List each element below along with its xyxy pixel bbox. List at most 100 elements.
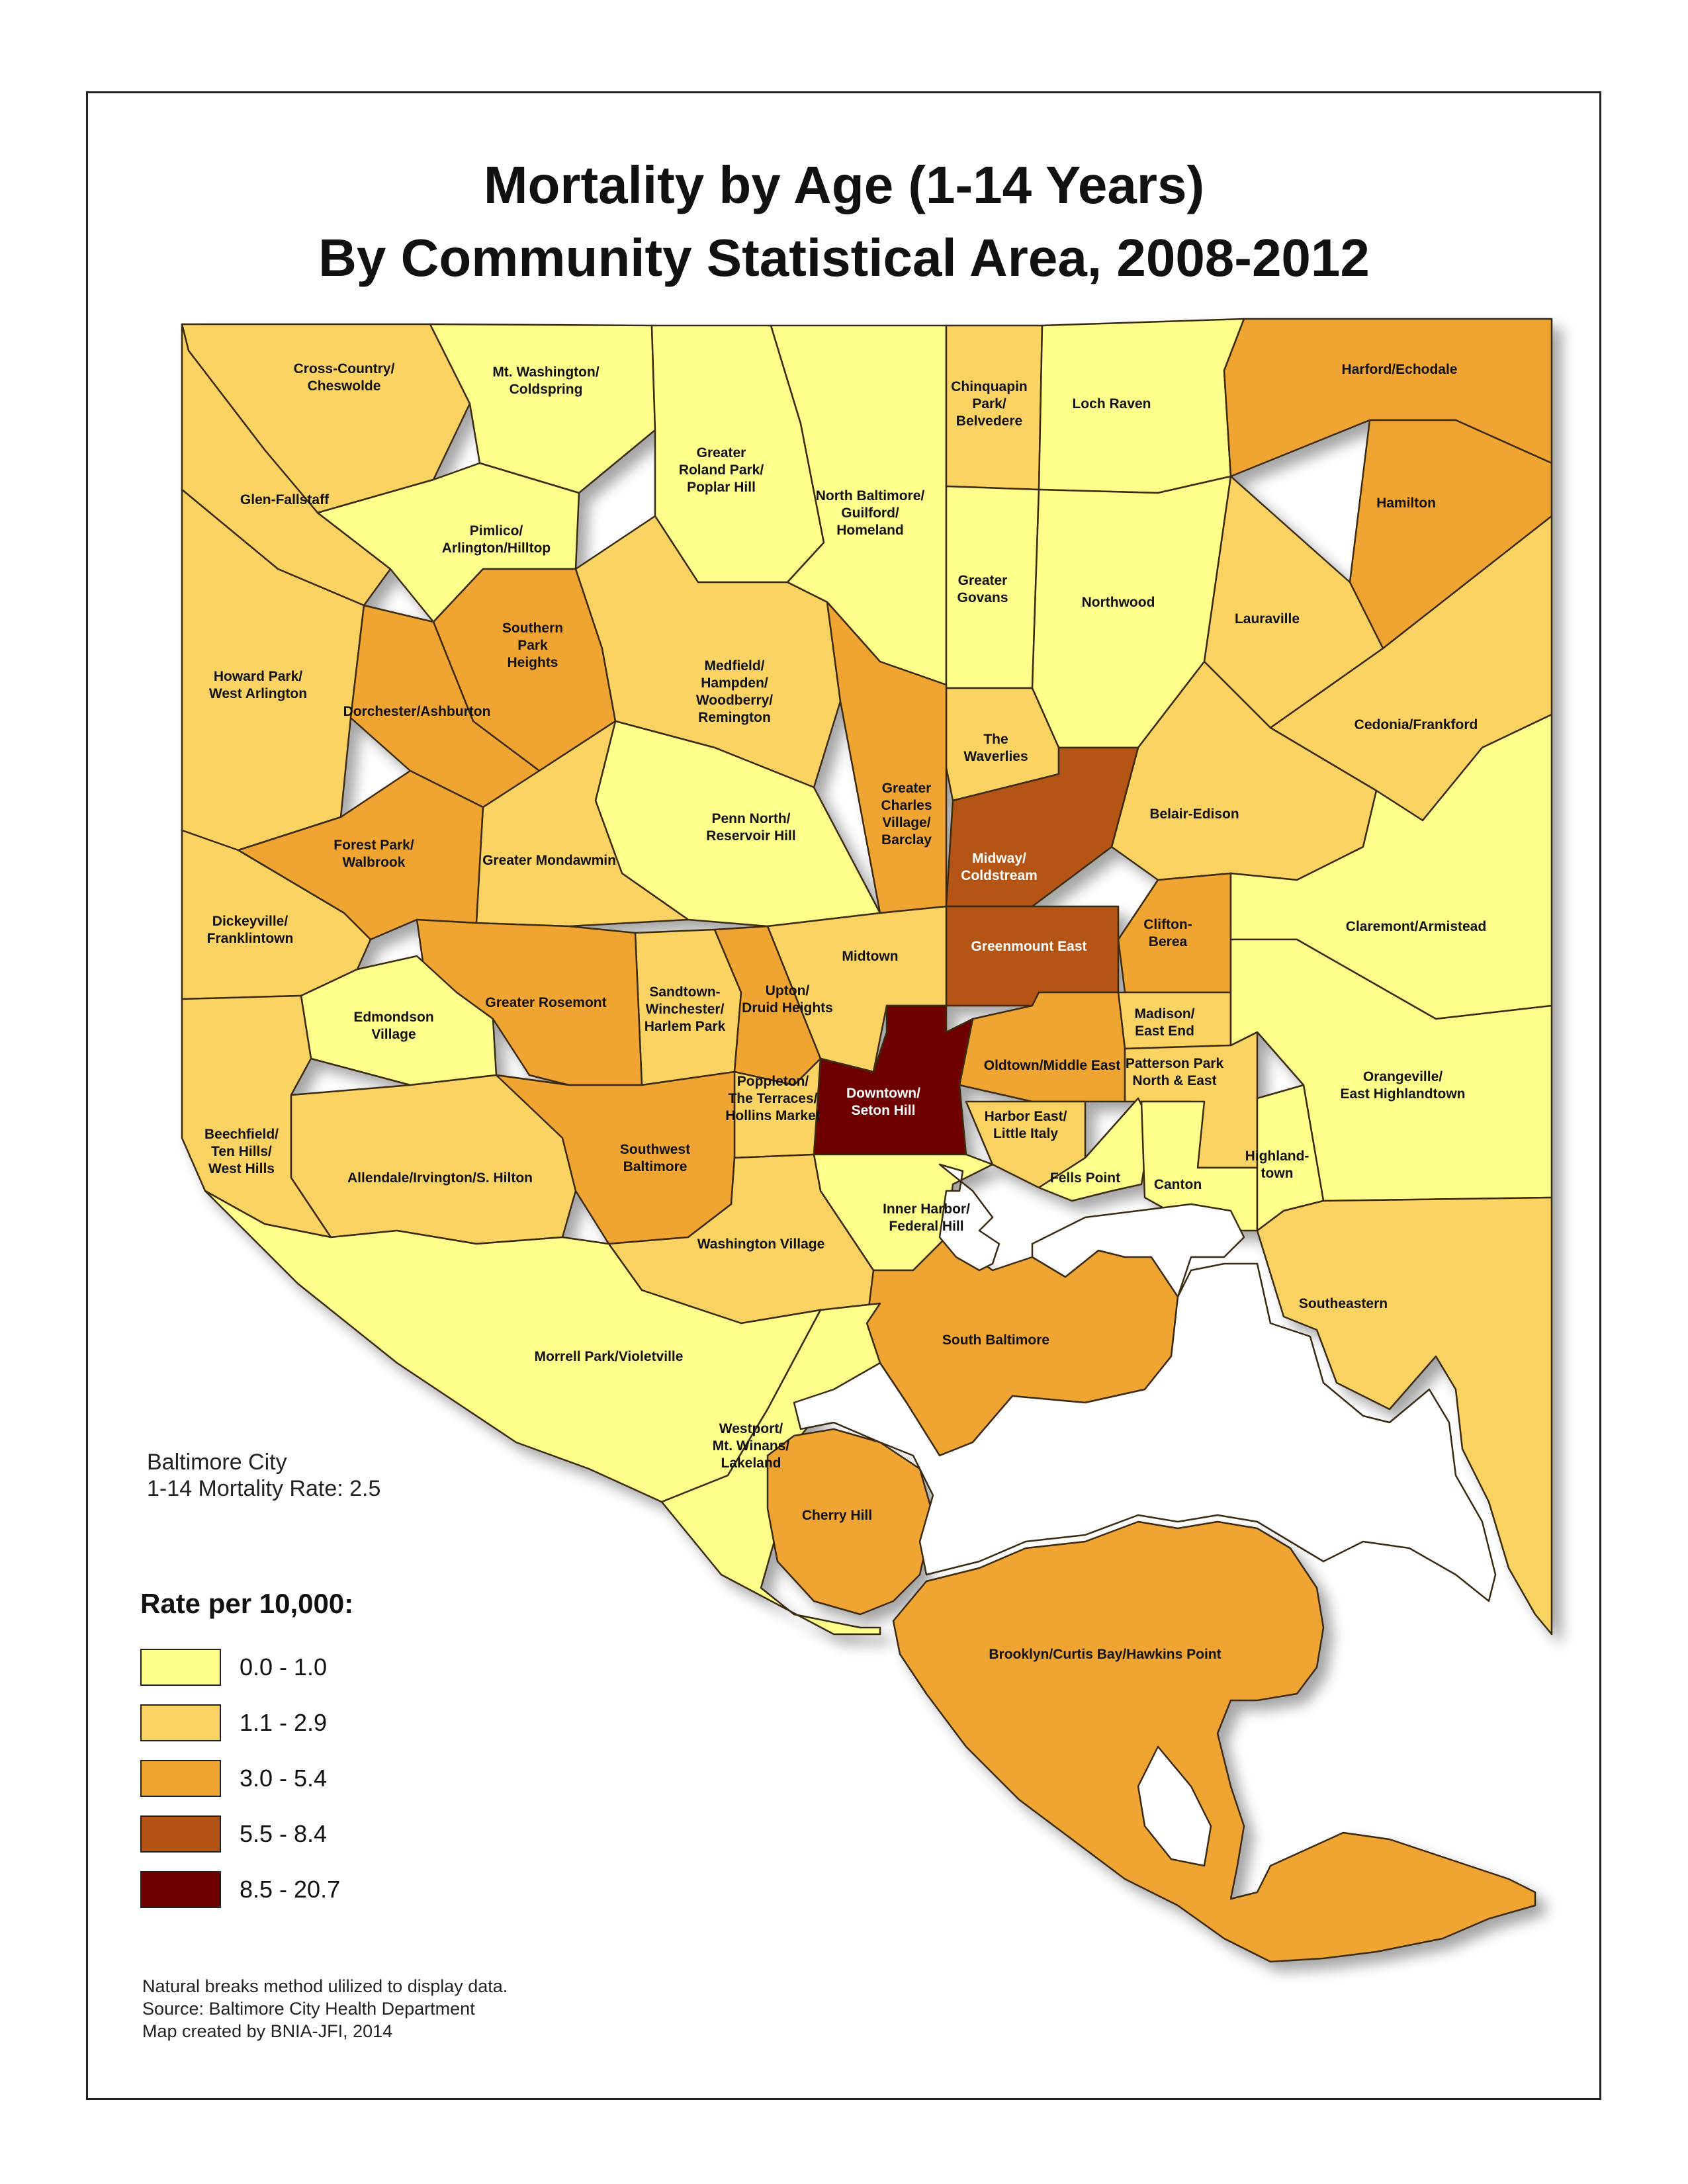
area-label-line: Highland- xyxy=(1245,1149,1310,1164)
area-label-allendale: Allendale/Irvington/S. Hilton xyxy=(347,1170,533,1186)
area-label-inner-harbor: Inner Harbor/Federal Hill xyxy=(883,1201,970,1234)
area-label-line: Charles xyxy=(881,798,932,813)
source-notes: Natural breaks method ulilized to displa… xyxy=(142,1975,508,2042)
area-label-loch-raven: Loch Raven xyxy=(1072,396,1151,412)
area-label-highlandtown: Highland-town xyxy=(1245,1149,1310,1181)
notes-line-1: Natural breaks method ulilized to displa… xyxy=(142,1976,508,1996)
area-label-line: Poppleton/ xyxy=(737,1074,809,1089)
area-label-line: Cheswolde xyxy=(308,378,381,394)
area-label-forest-park: Forest Park/Walbrook xyxy=(333,838,414,870)
area-label-fells-point: Fells Point xyxy=(1050,1170,1120,1186)
legend-item-class-3: 3.0 - 5.4 xyxy=(140,1759,327,1798)
area-label-line: Federal Hill xyxy=(889,1219,963,1234)
area-label-line: West Arlington xyxy=(209,686,307,701)
area-label-line: Harlem Park xyxy=(644,1019,726,1034)
area-label-line: Oldtown/Middle East xyxy=(984,1058,1121,1073)
area-label-line: Greater xyxy=(882,781,932,796)
legend-label: 3.0 - 5.4 xyxy=(240,1765,328,1792)
area-label-mondawmin: Greater Mondawmin xyxy=(482,853,616,868)
area-label-line: Chinquapin xyxy=(951,379,1027,394)
area-label-line: Reservoir Hill xyxy=(706,828,795,844)
area-label-line: West Hills xyxy=(208,1161,275,1176)
area-label-southwest: Southwest Baltimore xyxy=(620,1142,690,1174)
area-label-line: Mt. Winans/ xyxy=(713,1438,790,1454)
city-note-line-1: Baltimore City xyxy=(147,1450,287,1475)
area-label-rosemont: Greater Rosemont xyxy=(485,995,606,1010)
area-label-hamilton: Hamilton xyxy=(1376,496,1436,511)
area-label-glen-fallstaff: Glen-Fallstaff xyxy=(240,492,330,507)
area-label-greater-govans: Greater Govans xyxy=(957,573,1008,605)
area-label-line: Park/ xyxy=(972,396,1006,412)
area-label-line: Seton Hill xyxy=(852,1103,916,1118)
area-label-greenmount: Greenmount East xyxy=(971,939,1087,954)
area-label-patterson: Patterson Park North & East xyxy=(1126,1056,1224,1088)
area-label-line: Midtown xyxy=(842,949,898,964)
area-label-line: Baltimore xyxy=(623,1159,688,1174)
area-label-line: Southwest xyxy=(620,1142,690,1157)
area-label-line: Dickeyville/ xyxy=(212,914,289,929)
area-label-line: Northwood xyxy=(1082,595,1155,610)
area-label-dorchester: Dorchester/Ashburton xyxy=(343,704,491,719)
area-label-madison: Madison/East End xyxy=(1134,1006,1194,1039)
area-brooklyn xyxy=(892,1520,1536,1963)
area-label-line: Cherry Hill xyxy=(802,1508,872,1523)
area-southeastern xyxy=(1256,1196,1553,1636)
area-label-sandtown: Sandtown- Winchester/Harlem Park xyxy=(644,984,726,1034)
area-label-line: Village/ xyxy=(882,815,930,830)
area-label-line: Clifton- xyxy=(1143,917,1192,932)
area-label-cross-country: Cross-Country/Cheswolde xyxy=(294,361,395,394)
area-label-line: Belvedere xyxy=(956,414,1022,429)
water-body xyxy=(1137,1745,1212,1867)
legend-title: Rate per 10,000: xyxy=(140,1588,354,1619)
area-label-line: Remington xyxy=(698,710,771,725)
area-label-line: East Highlandtown xyxy=(1341,1086,1466,1102)
area-label-line: Beechfield/ xyxy=(204,1127,279,1142)
area-label-claremont: Claremont/Armistead xyxy=(1346,919,1486,934)
area-label-line: Brooklyn/Curtis Bay/Hawkins Point xyxy=(989,1647,1221,1662)
area-label-line: North Baltimore/ xyxy=(816,488,925,503)
area-label-downtown: Downtown/Seton Hill xyxy=(846,1086,920,1118)
area-label-line: Cedonia/Frankford xyxy=(1355,717,1478,732)
area-label-line: Roland Park/ xyxy=(679,462,764,478)
area-label-edmondson: Edmondson Village xyxy=(353,1010,433,1042)
area-label-roland-park: Greater Roland Park/Poplar Hill xyxy=(679,445,764,495)
area-label-line: Upton/ xyxy=(766,983,810,998)
area-label-south-baltimore: South Baltimore xyxy=(942,1332,1049,1348)
area-label-washington-village: Washington Village xyxy=(697,1237,825,1252)
area-label-line: Winchester/ xyxy=(646,1002,725,1017)
area-label-howard-park: Howard Park/West Arlington xyxy=(209,669,307,701)
legend-item-class-1: 0.0 - 1.0 xyxy=(140,1647,327,1687)
area-oldtown xyxy=(958,991,1126,1103)
area-label-line: Hampden/ xyxy=(701,676,768,691)
area-label-line: Harbor East/ xyxy=(985,1109,1067,1124)
area-label-canton: Canton xyxy=(1154,1177,1202,1192)
area-label-penn-north: Penn North/Reservoir Hill xyxy=(706,811,795,844)
area-label-oldtown: Oldtown/Middle East xyxy=(984,1058,1121,1073)
area-label-line: Arlington/Hilltop xyxy=(442,541,551,556)
area-label-line: Morrell Park/Violetville xyxy=(535,1349,684,1364)
water-body xyxy=(1031,1203,1245,1298)
area-label-line: Heights xyxy=(507,655,558,670)
area-label-line: Govans xyxy=(957,590,1008,605)
area-label-southeastern: Southeastern xyxy=(1299,1296,1388,1311)
area-label-pimlico: Pimlico/Arlington/Hilltop xyxy=(442,523,551,556)
area-label-line: Greater Rosemont xyxy=(485,995,606,1010)
area-label-line: Guilford/ xyxy=(841,505,899,521)
area-label-line: Allendale/Irvington/S. Hilton xyxy=(347,1170,533,1186)
area-label-line: Loch Raven xyxy=(1072,396,1151,412)
area-label-line: Sandtown- xyxy=(649,984,720,1000)
area-label-line: Franklintown xyxy=(207,931,294,946)
legend-label: 1.1 - 2.9 xyxy=(240,1709,328,1736)
area-label-line: Inner Harbor/ xyxy=(883,1201,970,1217)
title-line-1: Mortality by Age (1-14 Years) xyxy=(483,155,1205,214)
legend-swatch xyxy=(140,1704,221,1741)
area-label-line: Homeland xyxy=(836,523,904,538)
area-label-line: Walbrook xyxy=(343,855,406,870)
area-label-midway: Midway/Coldstream xyxy=(961,851,1038,883)
area-label-brooklyn: Brooklyn/Curtis Bay/Hawkins Point xyxy=(989,1647,1221,1662)
area-label-line: Cross-Country/ xyxy=(294,361,395,376)
area-label-morrell-park: Morrell Park/Violetville xyxy=(535,1349,684,1364)
legend-swatch xyxy=(140,1760,221,1797)
area-label-line: Edmondson xyxy=(353,1010,433,1025)
legend-item-class-2: 1.1 - 2.9 xyxy=(140,1703,327,1743)
